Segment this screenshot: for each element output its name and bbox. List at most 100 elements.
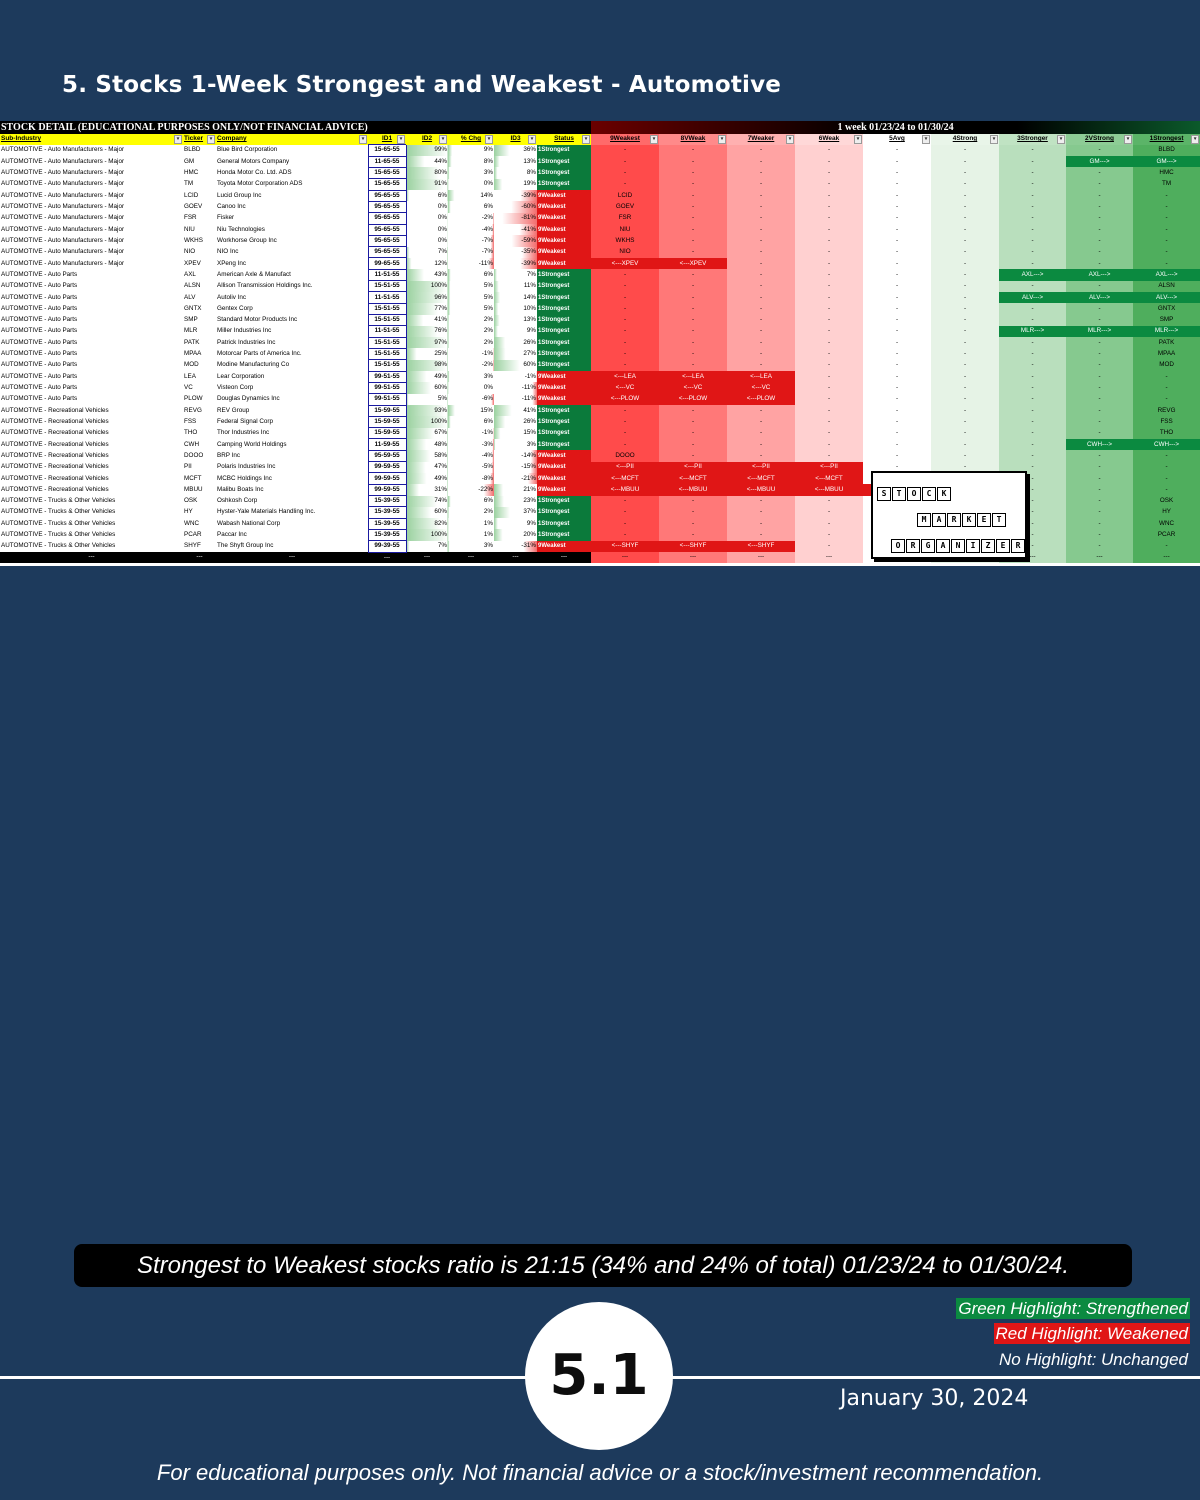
cell-id3: 13% [494,156,537,168]
cell-pct-chg: 6% [448,416,494,428]
cell-pct-chg: -2% [448,359,494,372]
filter-dropdown-icon[interactable]: ▾ [359,135,367,144]
header-company: Company ▾ [216,134,368,145]
filter-dropdown-icon[interactable]: ▾ [990,135,998,144]
filter-dropdown-icon[interactable]: ▾ [439,135,447,144]
cell-strength-4: - [795,224,863,236]
cell-company: Thor Industries Inc [217,429,270,437]
filter-dropdown-icon[interactable]: ▾ [207,135,215,144]
cell-pct-chg: -2% [448,212,494,224]
header-ticker: Ticker ▾ [183,134,216,145]
footer-mark: --- [999,552,1066,563]
cell-strength-5: - [863,201,931,213]
cell-id3: 8% [494,167,537,179]
cell-id2: 49% [406,472,448,485]
cell-status: 9Weakest [537,246,591,258]
header-label: Status [554,135,574,143]
header-label: 7Weaker [747,135,775,143]
cell-id2: 60% [406,506,448,519]
footer-mark: --- [0,552,183,563]
filter-dropdown-icon[interactable]: ▾ [582,135,590,144]
cell-id2: 0% [406,201,448,213]
filter-dropdown-icon[interactable]: ▾ [650,135,658,144]
cell-pct-chg: -8% [448,472,494,485]
cell-strength-6: - [931,416,999,428]
cell-company: Canoo Inc [217,203,246,211]
cell-strength-2: - [659,405,727,417]
table-row: AUTOMOTIVE - Auto Parts ALV Autoliv Inc 11-… [0,291,1200,304]
cell-strength-2: <---MCFT [659,472,727,485]
cell-strength-7: - [999,416,1066,428]
cell-strength-6: - [931,337,999,349]
cell-strength-4: - [795,325,863,338]
footer-mark: --- [494,552,537,563]
table-row: AUTOMOTIVE - Auto Parts LEA Lear Corporati… [0,370,1200,383]
cell-strength-2: - [659,518,727,530]
sheet-title-row: STOCK DETAIL (EDUCATIONAL PURPOSES ONLY/… [0,121,1200,134]
cell-status: 1Strongest [537,506,591,519]
cell-id2: 5% [406,393,448,405]
logo-letter: Z [981,539,995,553]
filter-dropdown-icon[interactable]: ▾ [528,135,536,144]
cell-strength-9: SMP [1133,314,1200,326]
cell-strength-1: - [591,529,659,541]
header-9weakest: 9Weakest ▾ [591,134,659,145]
cell-strength-8: - [1066,235,1133,247]
logo-letter: M [917,513,931,527]
filter-dropdown-icon[interactable]: ▾ [485,135,493,144]
cell-strength-3: - [727,337,795,349]
cell-status: 1Strongest [537,144,591,157]
cell-strength-3: - [727,529,795,541]
cell-strength-6: - [931,201,999,213]
filter-dropdown-icon[interactable]: ▾ [786,135,794,144]
cell-id3: -31% [494,540,537,553]
cell-strength-9: TM [1133,178,1200,191]
cell-id1: 11-65-55 [367,155,407,168]
cell-id1: 15-51-55 [367,313,407,327]
cell-strength-7: - [999,427,1066,439]
cell-id1: 99-59-55 [367,461,407,474]
cell-strength-9: PCAR [1133,529,1200,541]
cell-strength-2: <---PLOW [659,393,727,405]
cell-pct-chg: -22% [448,484,494,496]
filter-dropdown-icon[interactable]: ▾ [174,135,182,144]
cell-strength-9: - [1133,212,1200,224]
cell-id1: 15-59-55 [367,427,407,440]
filter-dropdown-icon[interactable]: ▾ [1124,135,1132,144]
cell-strength-8: - [1066,212,1133,224]
cell-strength-9: MLR---> [1133,325,1200,338]
filter-dropdown-icon[interactable]: ▾ [1191,135,1200,144]
cell-sub-industry: AUTOMOTIVE - Trucks & Other Vehicles [1,519,116,527]
cell-strength-4: - [795,269,863,281]
cell-company: Malibu Boats Inc [217,485,264,493]
cell-sub-industry: AUTOMOTIVE - Auto Manufacturers - Major [1,248,125,256]
cell-sub-industry: AUTOMOTIVE - Auto Parts [1,270,78,278]
filter-dropdown-icon[interactable]: ▾ [854,135,862,144]
table-row: AUTOMOTIVE - Auto Manufacturers - Major T… [0,178,1200,191]
cell-id3: 13% [494,314,537,326]
header-label: 5Avg [889,135,905,143]
cell-strength-6: - [931,144,999,157]
cell-id3: 14% [494,291,537,304]
filter-dropdown-icon[interactable]: ▾ [922,135,930,144]
cell-strength-8: - [1066,506,1133,519]
cell-strength-4: - [795,190,863,202]
logo-letter: R [947,513,961,527]
cell-strength-1: GOEV [591,201,659,213]
filter-dropdown-icon[interactable]: ▾ [1057,135,1065,144]
logo-letter: E [996,539,1010,553]
cell-strength-8: - [1066,178,1133,191]
cell-strength-9: - [1133,201,1200,213]
table-row: AUTOMOTIVE - Auto Manufacturers - Major W… [0,234,1200,248]
cell-strength-6: - [931,382,999,394]
cell-status: 9Weakest [537,190,591,202]
filter-dropdown-icon[interactable]: ▾ [397,135,405,144]
cell-strength-7: - [999,348,1066,360]
cell-strength-9: - [1133,382,1200,394]
cell-strength-9: ALSN [1133,280,1200,292]
cell-id2: 48% [406,438,448,451]
footer-mark: --- [1133,552,1200,563]
cell-strength-9: WNC [1133,518,1200,530]
filter-dropdown-icon[interactable]: ▾ [718,135,726,144]
cell-strength-4: - [795,291,863,304]
